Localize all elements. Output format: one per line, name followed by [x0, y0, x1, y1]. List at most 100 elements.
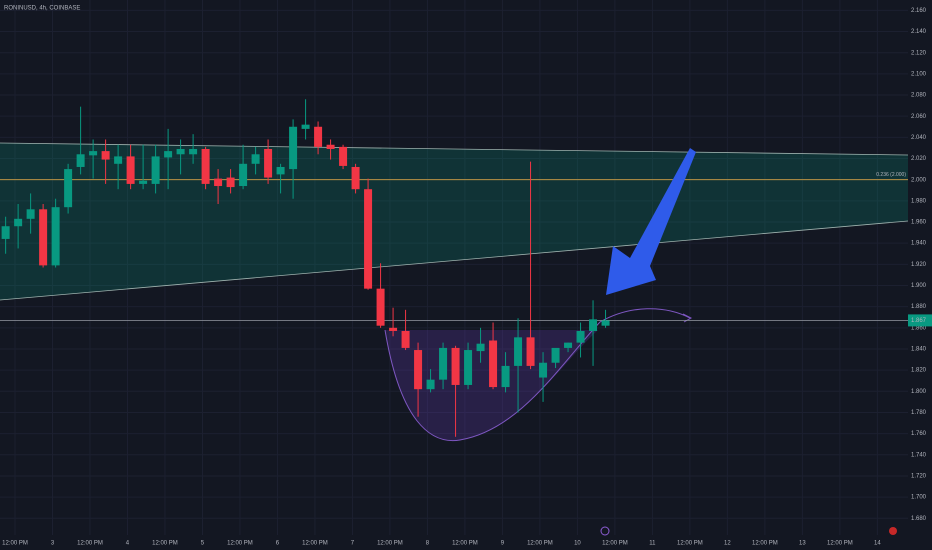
candle-body — [301, 124, 310, 129]
y-tick-label: 2.100 — [911, 71, 927, 77]
y-tick-label: 1.840 — [911, 347, 927, 353]
y-tick-label: 1.760 — [911, 431, 927, 437]
channel-bottom — [0, 220, 909, 301]
y-tick-label: 1.920 — [911, 262, 927, 268]
candle-body — [501, 365, 510, 388]
candle-body — [576, 330, 585, 343]
x-tick-label: 12:00 PM — [527, 541, 553, 547]
candle-body — [251, 154, 260, 164]
candle-body — [526, 337, 535, 366]
y-tick-label: 1.860 — [911, 325, 927, 331]
x-tick-label: 12:00 PM — [227, 541, 253, 547]
y-tick-label: 2.120 — [911, 50, 927, 56]
x-tick-label: 8 — [426, 541, 430, 547]
y-tick-label: 2.060 — [911, 114, 927, 120]
candle-body — [451, 347, 460, 385]
price-label: 1.867 — [911, 318, 927, 324]
candle-body — [176, 148, 185, 155]
y-tick-label: 1.960 — [911, 220, 927, 226]
grid — [0, 0, 908, 535]
candle-body — [201, 148, 210, 184]
x-tick-label: 14 — [874, 541, 881, 547]
candle-body — [426, 379, 435, 390]
x-tick-label: 12:00 PM — [77, 541, 103, 547]
channel-top — [0, 142, 909, 156]
x-tick-label: 12:00 PM — [152, 541, 178, 547]
y-tick-label: 1.700 — [911, 495, 927, 501]
x-tick-label: 5 — [201, 541, 205, 547]
y-tick-label: 1.740 — [911, 452, 927, 458]
x-tick-label: 12:00 PM — [2, 541, 28, 547]
candle-body — [76, 154, 85, 167]
y-tick-label: 1.780 — [911, 410, 927, 416]
price-label-box — [908, 314, 932, 327]
pointer-arrow — [606, 148, 696, 295]
candle-body — [464, 350, 473, 385]
x-tick-label: 4 — [126, 541, 130, 547]
candle-body — [226, 177, 235, 188]
y-tick-label: 1.940 — [911, 241, 927, 247]
event-icon[interactable] — [600, 526, 610, 536]
candle-body — [326, 144, 335, 149]
y-tick-label: 1.800 — [911, 389, 927, 395]
y-tick-label: 1.980 — [911, 198, 927, 204]
logo-icon — [889, 527, 897, 535]
candle-body — [26, 209, 35, 219]
candle-body — [564, 342, 573, 348]
candle-body — [89, 151, 98, 156]
candle-body — [39, 209, 48, 266]
x-tick-label: 3 — [51, 541, 55, 547]
y-tick-label: 2.020 — [911, 156, 927, 162]
candle-body — [214, 178, 223, 187]
candle-body — [189, 148, 198, 155]
candle-body — [401, 330, 410, 348]
x-tick-label: 12:00 PM — [752, 541, 778, 547]
candle-body — [51, 207, 60, 266]
candle-body — [339, 146, 348, 166]
candle-body — [539, 362, 548, 378]
candle-body — [489, 340, 498, 388]
cup-curve — [384, 308, 691, 442]
y-tick-label: 2.040 — [911, 135, 927, 141]
y-tick-label: 1.880 — [911, 304, 927, 310]
x-tick-label: 7 — [351, 541, 355, 547]
candle-body — [139, 180, 148, 184]
candle-body — [364, 189, 373, 289]
candle-body — [264, 148, 273, 178]
candle-body — [276, 166, 285, 175]
y-tick-label: 1.680 — [911, 516, 927, 522]
candle-body — [589, 319, 598, 331]
candle-body — [351, 166, 360, 190]
candle-body — [514, 337, 523, 366]
y-tick-label: 2.000 — [911, 177, 927, 183]
candle-body — [551, 347, 560, 363]
x-tick-label: 13 — [799, 541, 806, 547]
candle-body — [126, 156, 135, 184]
candle-body — [439, 347, 448, 380]
candles — [1, 99, 610, 437]
y-tick-label: 2.080 — [911, 93, 927, 99]
x-tick-label: 9 — [501, 541, 505, 547]
candle-body — [476, 343, 485, 352]
y-tick-label: 2.140 — [911, 29, 927, 35]
candle-body — [151, 156, 160, 184]
x-tick-label: 11 — [649, 541, 656, 547]
axes: 1.680 1.700 1.720 1.740 1.760 1.780 1.800 1.820… — [2, 8, 932, 547]
candle-body — [601, 320, 610, 326]
candle-body — [289, 126, 298, 170]
x-tick-label: 12:00 PM — [302, 541, 328, 547]
y-tick-label: 1.900 — [911, 283, 927, 289]
candle-body — [314, 126, 323, 147]
x-tick-label: 12:00 PM — [827, 541, 853, 547]
chart-title: RONINUSD, 4h, COINBASE — [4, 6, 80, 12]
candle-body — [414, 350, 423, 390]
y-tick-label: 1.820 — [911, 368, 927, 374]
candle-body — [101, 151, 110, 160]
levels: 0.236 (2.000) — [0, 172, 908, 321]
x-tick-label: 12:00 PM — [677, 541, 703, 547]
x-tick-label: 12:00 PM — [377, 541, 403, 547]
x-tick-label: 12:00 PM — [452, 541, 478, 547]
candle-body — [376, 288, 385, 326]
